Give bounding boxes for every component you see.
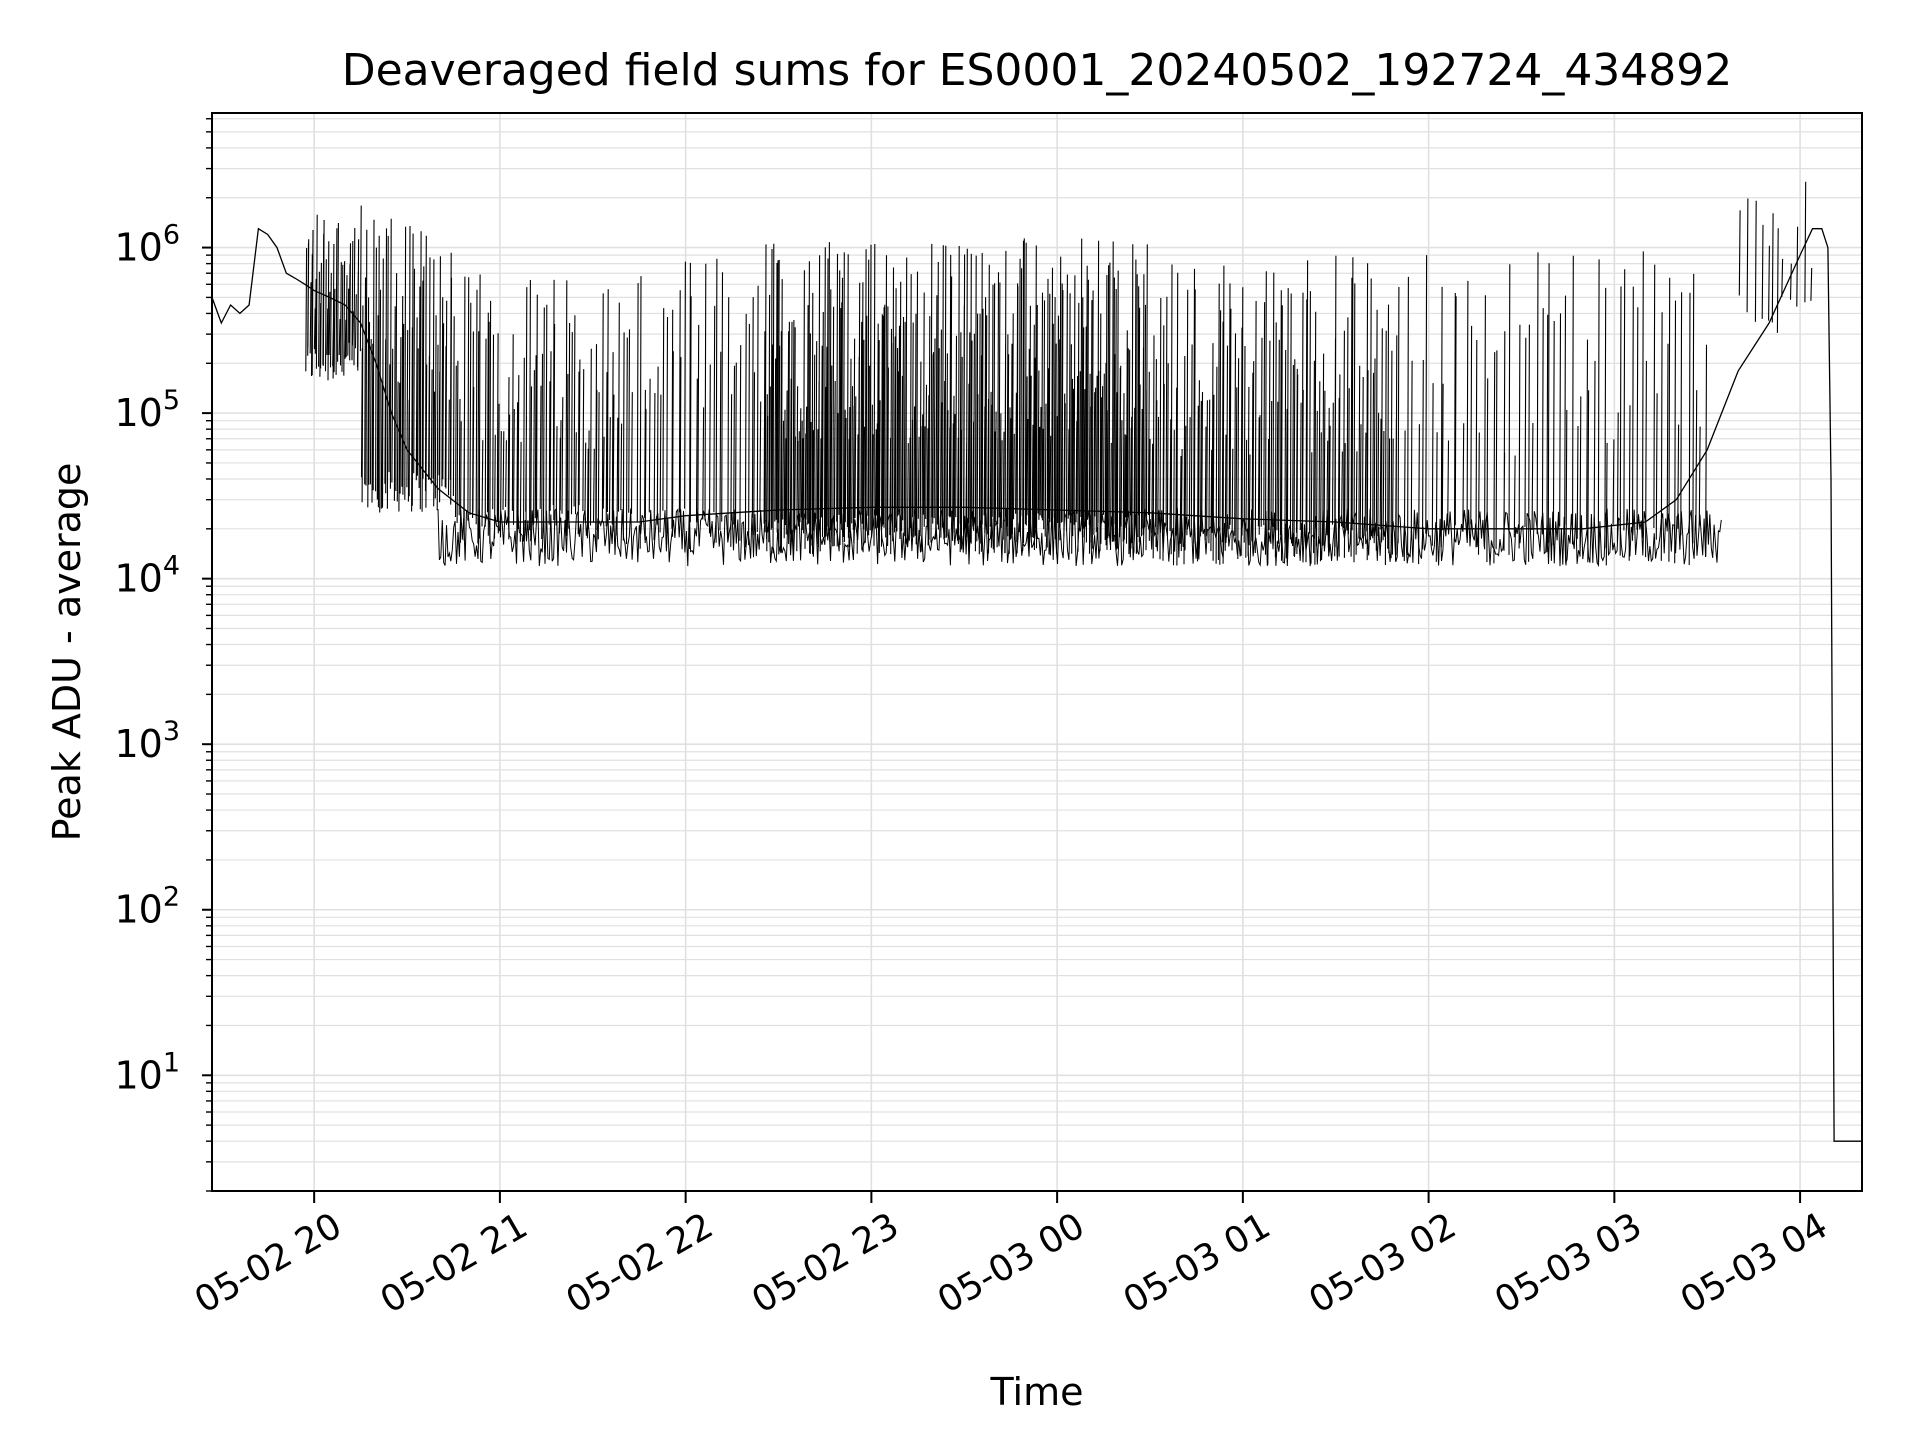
series-spikes [305, 181, 1813, 568]
y-tick-label: 104 [114, 551, 180, 601]
y-axis-label: Peak ADU - average [45, 463, 89, 842]
y-axis: 101 102 103 104 105 106 [114, 118, 212, 1192]
series-line [211, 227, 1862, 1142]
y-tick-label: 101 [114, 1047, 180, 1097]
plot-frame [211, 112, 1863, 1192]
y-tick-label: 106 [114, 220, 180, 270]
y-tick-label: 103 [114, 716, 180, 766]
y-tick-label: 105 [114, 385, 180, 435]
series-spike-path [305, 181, 1813, 566]
chart-title: Deaveraged field sums for ES0001_2024050… [342, 45, 1733, 96]
x-axis-label: Time [990, 1370, 1084, 1414]
series-floor-noise [437, 507, 1722, 568]
y-tick-label: 102 [114, 882, 180, 932]
